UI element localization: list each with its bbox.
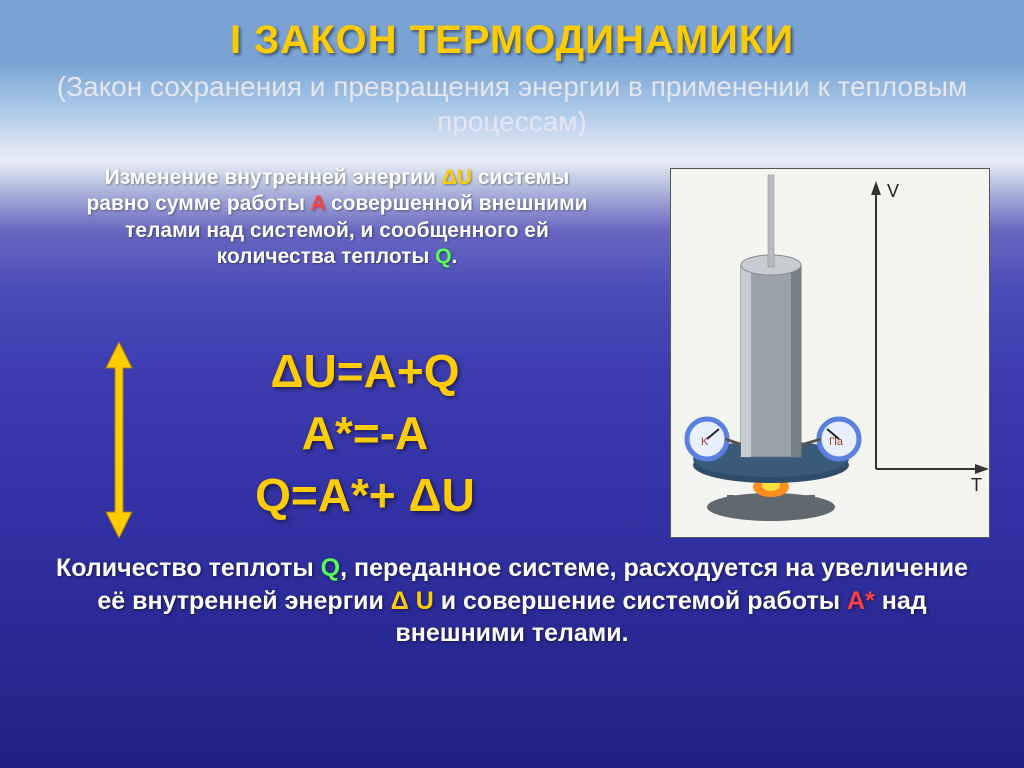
foot-t3: и совершение системой работы (434, 587, 847, 615)
foot-t1: Количество теплоты (56, 554, 321, 582)
def-A: A (311, 192, 325, 215)
formula-1: ΔU=A+Q (150, 340, 580, 402)
gauge-left: K (687, 419, 727, 459)
formula-2: A*=-A (150, 402, 580, 464)
def-deltaU: ΔU (442, 166, 472, 189)
def-dot: . (452, 245, 458, 268)
gauge-right: Па (819, 419, 859, 459)
gauge-left-label: K (701, 436, 709, 448)
formula-3: Q=A*+ ΔU (150, 464, 580, 526)
apparatus-diagram: V T K Па (670, 168, 990, 538)
formula-block: ΔU=A+Q A*=-A Q=A*+ ΔU (150, 340, 580, 526)
def-Q: Q (435, 245, 451, 268)
slide-title: I ЗАКОН ТЕРМОДИНАМИКИ (0, 0, 1024, 63)
axis-t-label: T (971, 475, 982, 495)
slide-subtitle: (Закон сохранения и превращения энергии … (0, 63, 1024, 139)
definition-text: Изменение внутренней энергии ΔU системы … (72, 165, 602, 270)
foot-Q: Q (321, 554, 340, 582)
gauge-right-label: Па (829, 436, 844, 448)
double-arrow-icon (102, 342, 136, 538)
foot-A: A* (847, 587, 875, 615)
foot-dU: Δ U (391, 587, 434, 615)
def-part1: Изменение внутренней энергии (105, 166, 442, 189)
footer-text: Количество теплоты Q, переданное системе… (40, 552, 984, 650)
axis-v-label: V (887, 181, 899, 201)
